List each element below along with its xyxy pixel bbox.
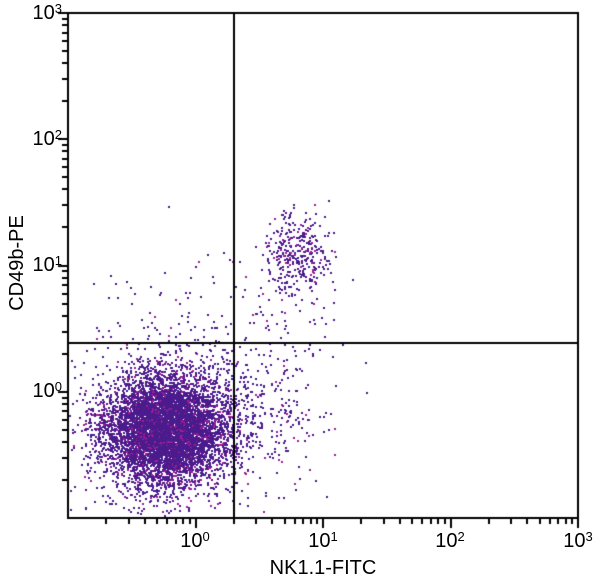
y-tick-exponent: 2 xyxy=(54,127,62,142)
x-tick-label-10e2: 102 xyxy=(435,529,465,552)
y-tick-exponent: 0 xyxy=(54,379,62,394)
x-tick-exponent: 1 xyxy=(330,529,338,544)
y-tick-label-10e3: 103 xyxy=(32,1,62,24)
y-tick-label-10e0: 100 xyxy=(32,379,62,402)
x-tick-exponent: 0 xyxy=(202,529,210,544)
y-tick-label-10e2: 102 xyxy=(32,127,62,150)
y-axis-title: CD49b-PE xyxy=(6,215,28,311)
x-axis-title: NK1.1-FITC xyxy=(269,557,377,579)
y-tick-label-10e1: 101 xyxy=(32,253,62,276)
y-tick-exponent: 3 xyxy=(54,1,62,16)
y-tick-exponent: 1 xyxy=(54,253,62,268)
x-tick-label-10e1: 101 xyxy=(308,529,338,552)
x-tick-exponent: 2 xyxy=(457,529,465,544)
x-tick-exponent: 3 xyxy=(585,529,593,544)
x-tick-label-10e3: 103 xyxy=(563,529,593,552)
x-tick-label-10e0: 100 xyxy=(180,529,210,552)
